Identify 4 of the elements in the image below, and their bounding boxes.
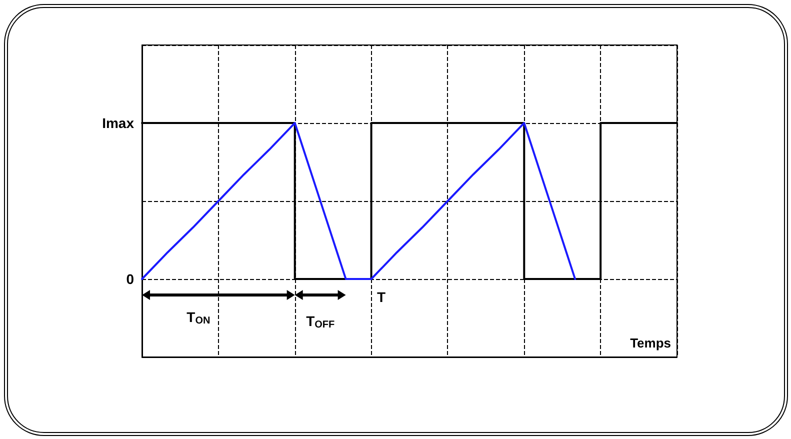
text: Imax (102, 115, 134, 131)
text: T (377, 289, 386, 305)
x-axis-title: Temps (630, 336, 671, 350)
text: 0 (126, 271, 134, 287)
